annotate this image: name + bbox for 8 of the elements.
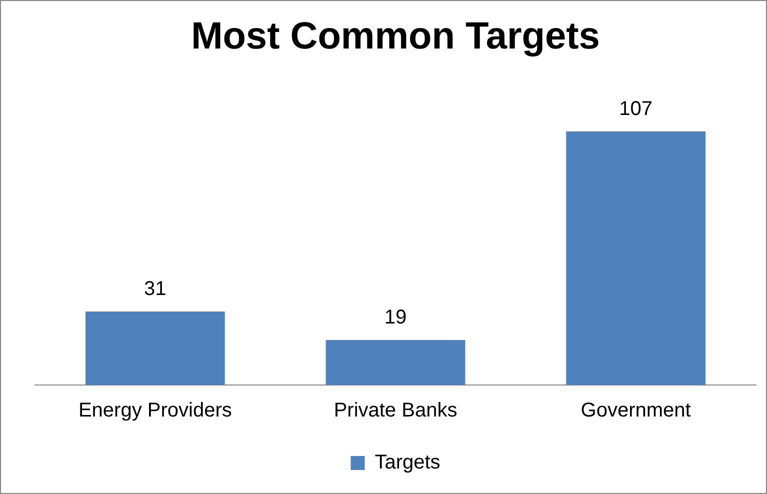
x-tick-label: Energy Providers	[78, 400, 232, 422]
x-tick-label: Private Banks	[334, 400, 458, 422]
data-label: 107	[619, 98, 653, 120]
data-label: 31	[144, 278, 166, 300]
chart-title: Most Common Targets	[191, 15, 600, 58]
data-label: 19	[384, 306, 407, 328]
legend-label: Targets	[374, 452, 440, 474]
x-tick-label: Government	[580, 400, 692, 422]
